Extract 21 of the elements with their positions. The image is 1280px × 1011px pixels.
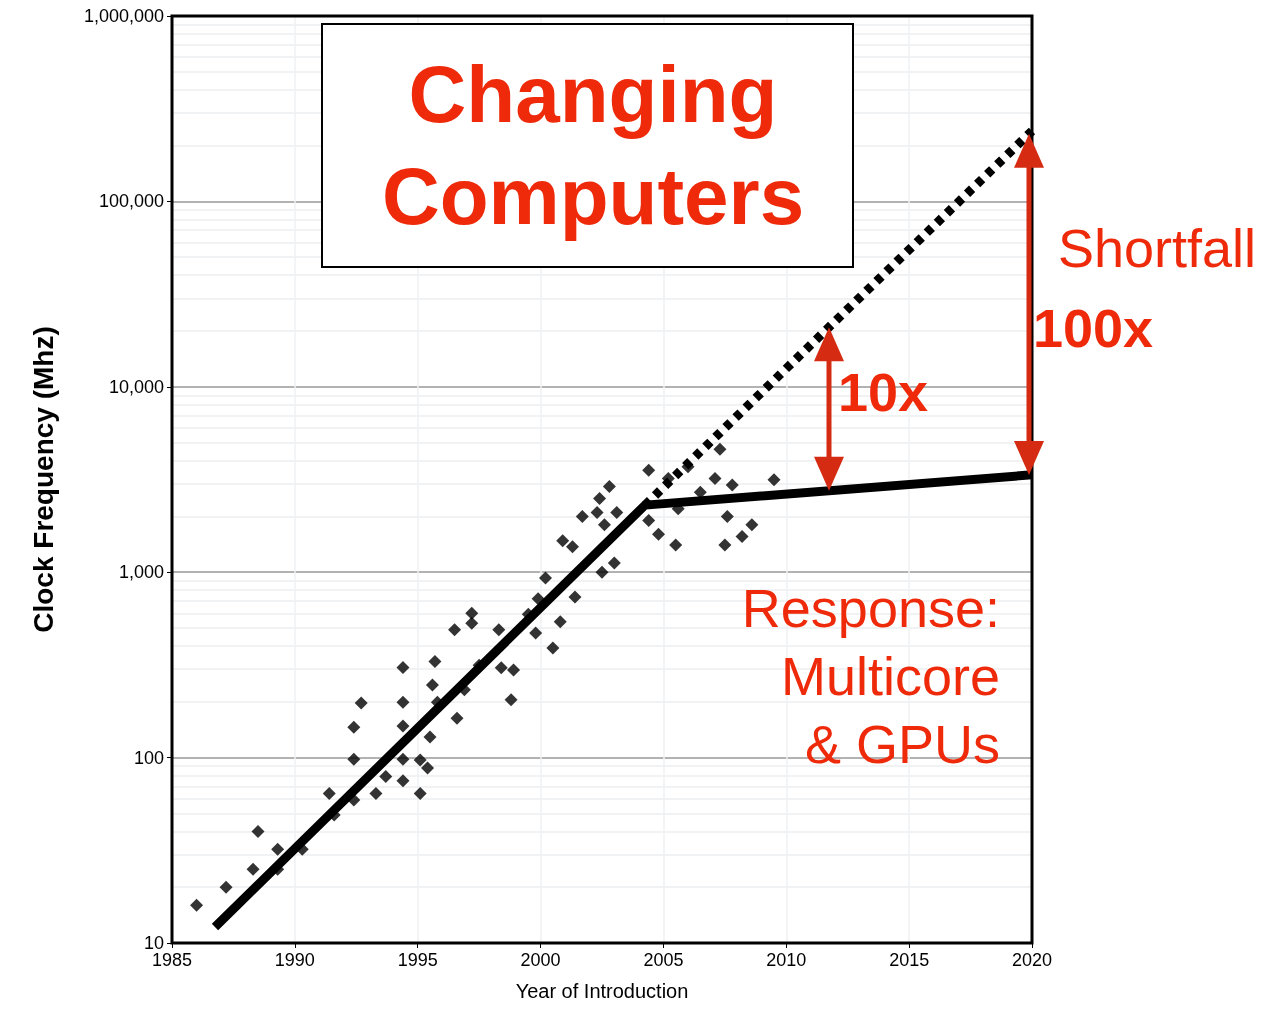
y-tick-label: 100,000 (98, 191, 164, 212)
annotation: Response: Multicore & GPUs (741, 578, 1000, 774)
annotation: 10x (838, 362, 929, 422)
text: Changing Computers (381, 49, 805, 241)
text: 100x (1033, 298, 1154, 358)
y-tick-label: 1,000 (118, 562, 164, 583)
y-tick-label: 10,000 (108, 376, 164, 397)
x-tick-label: 1985 (151, 950, 193, 970)
x-tick-label: 2020 (1011, 950, 1053, 970)
x-tick-label: 1995 (397, 950, 438, 970)
y-tick-label: 10 (143, 933, 164, 953)
x-tick-label: 2000 (520, 950, 561, 970)
text: Shortfall (1058, 218, 1257, 278)
x-axis-title: Year of Introduction (515, 980, 689, 1002)
y-tick-label: 1,000,000 (83, 6, 164, 26)
x-tick-label: 2005 (643, 950, 684, 970)
y-tick-label: 100 (133, 747, 164, 768)
x-tick-label: 1990 (274, 950, 315, 970)
x-tick-label: 2015 (889, 950, 930, 970)
y-axis-title: Clock Frequency (Mhz) (27, 326, 59, 633)
x-tick-label: 2010 (766, 950, 807, 970)
